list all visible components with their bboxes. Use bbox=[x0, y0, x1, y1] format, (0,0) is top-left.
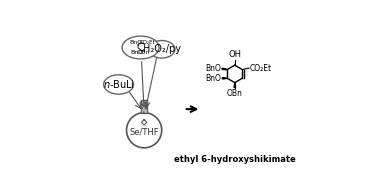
Bar bbox=[141, 105, 147, 113]
Text: H₂O₂/py: H₂O₂/py bbox=[143, 44, 181, 54]
Ellipse shape bbox=[104, 75, 133, 94]
Text: BnO: BnO bbox=[129, 40, 142, 45]
Ellipse shape bbox=[122, 36, 159, 59]
Text: $n$-BuLi: $n$-BuLi bbox=[103, 78, 135, 90]
Text: Se/THF: Se/THF bbox=[129, 127, 159, 137]
Text: OBn: OBn bbox=[136, 51, 150, 55]
Text: CO₂Et: CO₂Et bbox=[249, 64, 272, 73]
Text: BnO: BnO bbox=[206, 64, 222, 73]
Text: ethyl 6-hydroxyshikimate: ethyl 6-hydroxyshikimate bbox=[174, 155, 296, 164]
Ellipse shape bbox=[149, 40, 175, 58]
Text: BnO: BnO bbox=[130, 50, 143, 55]
Circle shape bbox=[127, 113, 162, 148]
Text: BnO: BnO bbox=[206, 74, 222, 83]
Polygon shape bbox=[222, 78, 227, 79]
Text: OH: OH bbox=[228, 50, 241, 59]
Polygon shape bbox=[234, 83, 235, 87]
Text: CO₂Et: CO₂Et bbox=[140, 40, 156, 45]
Polygon shape bbox=[222, 68, 227, 70]
Bar bbox=[141, 100, 147, 113]
Text: OBn: OBn bbox=[227, 89, 243, 98]
